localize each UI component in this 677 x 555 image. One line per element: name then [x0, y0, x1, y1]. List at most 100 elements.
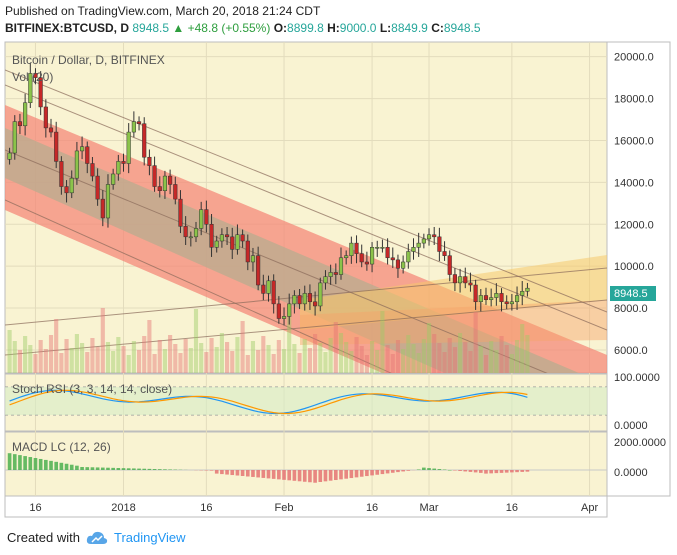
volume-bar	[225, 342, 230, 373]
candle-body	[390, 257, 395, 261]
macd-bar	[416, 469, 421, 470]
macd-bar	[271, 470, 276, 479]
candle-body	[162, 175, 167, 191]
candle-body	[245, 240, 250, 263]
macd-bar	[152, 469, 157, 470]
candle-body	[406, 251, 411, 263]
macd-bar	[33, 458, 38, 470]
volume-bar	[131, 341, 136, 373]
volume-bar	[7, 330, 12, 373]
macd-bar	[85, 467, 90, 470]
volume-bar	[59, 353, 64, 373]
volume-bar	[147, 320, 152, 373]
candle-body	[276, 303, 281, 319]
volume-bar	[245, 355, 250, 373]
candle-body	[80, 146, 85, 152]
open-label: O:	[273, 21, 288, 35]
volume-bar	[447, 338, 452, 373]
volume-bar	[142, 336, 147, 373]
macd-tick-0: 0.0000	[614, 467, 648, 479]
candle-body	[225, 234, 230, 238]
time-tick-label: 16	[366, 502, 378, 514]
volume-bar	[338, 333, 344, 373]
volume-bar	[188, 348, 193, 373]
macd-bar	[520, 470, 525, 472]
volume-bar	[33, 354, 38, 373]
yellow-channel	[300, 255, 607, 330]
macd-bar	[95, 467, 100, 470]
macd-bar	[287, 470, 292, 481]
macd-bar	[220, 470, 224, 475]
candle-body	[473, 284, 478, 303]
volume-bar	[69, 348, 74, 373]
macd-bar	[401, 470, 405, 472]
volume-bar	[452, 347, 457, 373]
macd-bar	[23, 456, 27, 470]
macd-bar	[349, 470, 354, 479]
candle-body	[292, 295, 297, 305]
macd-bar	[458, 470, 462, 471]
macd-bar	[116, 468, 121, 470]
tradingview-brand[interactable]: TradingView	[113, 530, 186, 545]
volume-bar	[287, 310, 292, 373]
candle-body	[509, 301, 514, 305]
macd-bar	[334, 470, 338, 481]
volume-bar	[432, 334, 437, 373]
time-tick-label: 16	[29, 502, 41, 514]
macd-bar	[504, 470, 509, 473]
macd-bar	[473, 470, 478, 473]
candle-body	[100, 198, 105, 219]
macd-bar	[489, 470, 493, 474]
volume-bar	[375, 350, 380, 373]
candle-body	[173, 184, 178, 200]
volume-bar	[426, 323, 432, 373]
candle-body	[313, 301, 318, 307]
candle-body	[307, 293, 312, 303]
volume-bar	[38, 340, 43, 373]
volume-bar	[178, 353, 183, 373]
candle-body	[520, 291, 525, 296]
macd-bar	[447, 470, 452, 471]
close-value: 8948.5	[443, 21, 481, 35]
candle-body	[375, 247, 380, 249]
volume-bar	[116, 337, 121, 373]
candle-body	[43, 106, 48, 129]
macd-bar	[147, 468, 152, 470]
candle-body	[147, 156, 152, 166]
footer: Created with TradingView	[7, 530, 186, 545]
candle-body	[188, 236, 193, 239]
symbol: BITFINEX:BTCUSD, D	[5, 21, 129, 35]
macd-bar	[478, 470, 483, 473]
volume-bar	[494, 350, 499, 373]
price-tick-label: 20000.0	[614, 52, 654, 64]
macd-bar	[484, 470, 488, 474]
candle-body	[126, 131, 131, 164]
volume-bar	[395, 340, 401, 373]
volume-bar	[437, 343, 442, 373]
macd-bar	[390, 470, 395, 473]
macd-bar	[313, 470, 317, 483]
time-tick-label: 16	[200, 502, 212, 514]
macd-bar	[370, 470, 374, 476]
price-tick-label: 12000.0	[614, 219, 654, 231]
volume-bar	[95, 347, 100, 373]
time-axis[interactable]	[4, 495, 608, 518]
macd-pane[interactable]	[4, 431, 608, 497]
candle-body	[395, 259, 401, 269]
volume-bar	[214, 347, 219, 373]
macd-bar	[12, 454, 17, 470]
orange-channel	[300, 300, 607, 345]
candle-body	[17, 121, 23, 127]
candle-body	[69, 177, 74, 194]
candle-body	[157, 186, 162, 191]
macd-bar	[163, 469, 167, 470]
candle-body	[359, 253, 364, 263]
macd-bar	[100, 467, 105, 470]
chart-area[interactable]: Bitcoin / Dollar, D, BITFINEX Vol (20) 6…	[0, 0, 677, 525]
time-tick-label: Feb	[275, 502, 294, 514]
candle-body	[452, 274, 457, 284]
macd-bar	[427, 468, 431, 470]
volume-bar	[478, 346, 483, 373]
candle-body	[261, 284, 266, 294]
price-axis[interactable]	[606, 41, 671, 497]
